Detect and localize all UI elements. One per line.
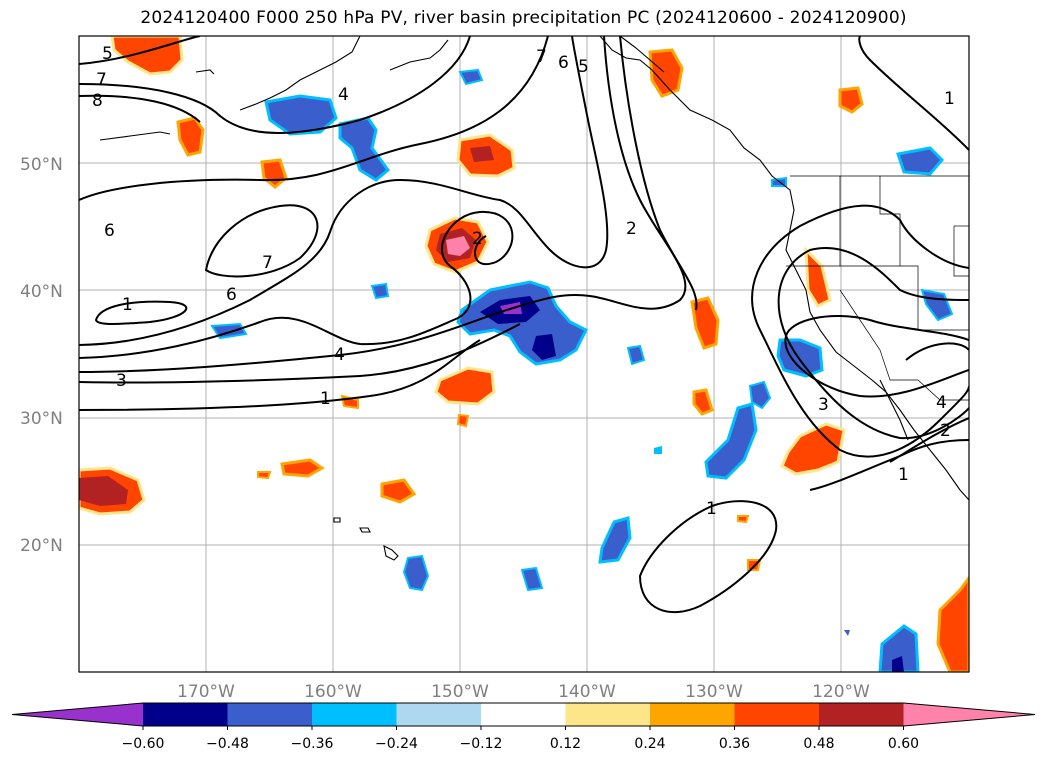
colorbar-tick-label: 0.60 bbox=[888, 736, 919, 752]
lon-label-130w: 130°W bbox=[685, 682, 743, 702]
colorbar-segment bbox=[312, 703, 397, 726]
svg-text:6: 6 bbox=[558, 53, 569, 73]
colorbar-tick-label: −0.12 bbox=[460, 736, 503, 752]
lon-label-140w: 140°W bbox=[558, 682, 616, 702]
colorbar-segment bbox=[143, 703, 228, 726]
svg-text:1: 1 bbox=[122, 295, 133, 315]
svg-text:6: 6 bbox=[226, 285, 237, 305]
svg-text:4: 4 bbox=[936, 393, 947, 413]
colorbar-segment bbox=[819, 703, 904, 726]
colorbar-segment bbox=[734, 703, 820, 726]
svg-text:3: 3 bbox=[818, 395, 829, 415]
lon-label-170w: 170°W bbox=[177, 682, 235, 702]
lat-label-20: 20°N bbox=[20, 536, 63, 556]
colorbar-tick-label: 0.12 bbox=[550, 736, 581, 752]
pv-contours bbox=[79, 36, 969, 614]
svg-text:3: 3 bbox=[116, 371, 127, 391]
lat-label-30: 30°N bbox=[20, 409, 63, 429]
colorbar-tick-label: −0.60 bbox=[122, 736, 165, 752]
map-frame bbox=[78, 35, 970, 673]
colorbar-tick-label: 0.48 bbox=[803, 736, 834, 752]
lat-tick-labels: 20°N 30°N 40°N 50°N bbox=[20, 155, 63, 556]
lon-label-160w: 160°W bbox=[304, 682, 362, 702]
colorbar-extend-low bbox=[12, 703, 143, 726]
positive-anomaly-areas bbox=[79, 36, 969, 672]
svg-text:8: 8 bbox=[92, 91, 103, 111]
svg-text:1: 1 bbox=[944, 89, 955, 109]
svg-text:7: 7 bbox=[536, 47, 547, 67]
svg-text:1: 1 bbox=[898, 465, 909, 485]
map-title: 2024120400 F000 250 hPa PV, river basin … bbox=[140, 8, 907, 28]
colorbar: −0.60 −0.48 −0.36 −0.24 −0.12 0.12 0.24 0.36 0.4… bbox=[11, 702, 1036, 752]
lon-label-120w: 120°W bbox=[812, 682, 870, 702]
svg-text:5: 5 bbox=[102, 44, 113, 64]
svg-text:2: 2 bbox=[472, 229, 483, 249]
lon-tick-labels: 170°W 160°W 150°W 140°W 130°W 120°W bbox=[177, 682, 870, 702]
colorbar-segment bbox=[565, 703, 651, 726]
political-borders bbox=[786, 175, 969, 401]
svg-text:1: 1 bbox=[320, 389, 331, 409]
colorbar-segment bbox=[227, 703, 313, 726]
svg-text:7: 7 bbox=[262, 253, 273, 273]
contour-labels: 5 7 8 4 6 7 1 6 4 3 1 7 6 5 2 2 1 1 3 4 … bbox=[92, 44, 955, 519]
colorbar-extend-high bbox=[903, 703, 1035, 726]
colorbar-tick-label: 0.36 bbox=[719, 736, 750, 752]
svg-text:2: 2 bbox=[626, 219, 637, 239]
negative-anomaly-areas bbox=[210, 68, 954, 672]
svg-text:1: 1 bbox=[706, 499, 717, 519]
lat-label-50: 50°N bbox=[20, 155, 63, 175]
colorbar-segment bbox=[481, 703, 566, 726]
colorbar-segment bbox=[396, 703, 482, 726]
lat-label-40: 40°N bbox=[20, 282, 63, 302]
svg-text:6: 6 bbox=[104, 221, 115, 241]
colorbar-tick-label: −0.36 bbox=[291, 736, 334, 752]
svg-text:5: 5 bbox=[578, 57, 589, 77]
colorbar-tick-label: −0.48 bbox=[206, 736, 249, 752]
colorbar-segment bbox=[650, 703, 735, 726]
svg-text:4: 4 bbox=[334, 345, 345, 365]
colorbar-tick-label: −0.24 bbox=[375, 736, 418, 752]
coastlines bbox=[99, 36, 969, 561]
lon-label-150w: 150°W bbox=[431, 682, 489, 702]
svg-text:4: 4 bbox=[338, 85, 349, 105]
colorbar-tick-label: 0.24 bbox=[634, 736, 665, 752]
svg-text:7: 7 bbox=[96, 70, 107, 90]
svg-text:2: 2 bbox=[940, 421, 951, 441]
